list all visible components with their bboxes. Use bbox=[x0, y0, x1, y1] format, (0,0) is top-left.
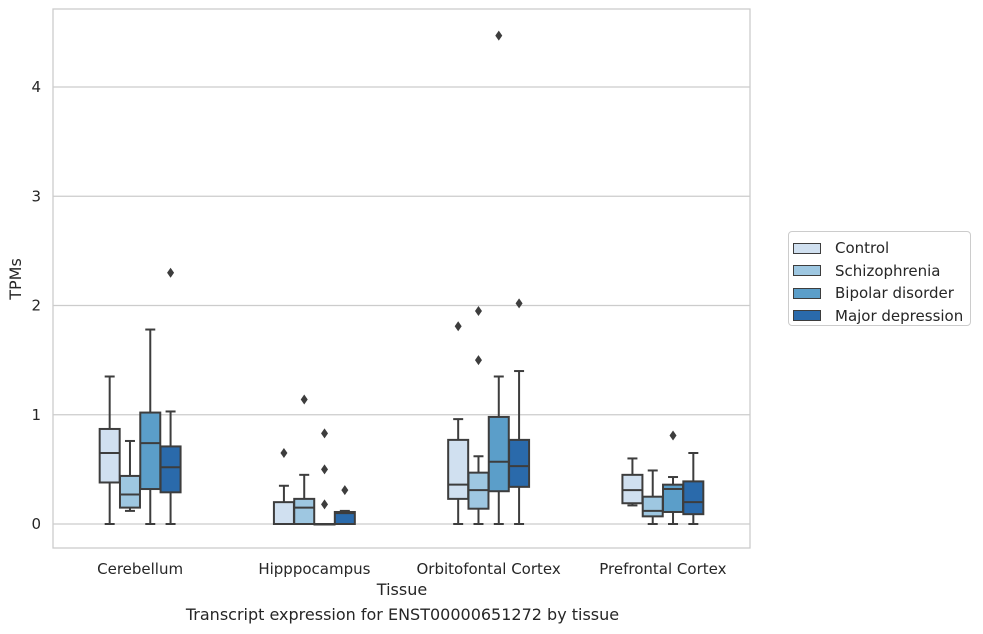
y-tick-label: 3 bbox=[31, 187, 41, 205]
box-major-depression bbox=[508, 298, 531, 525]
legend-label: Major depression bbox=[835, 306, 964, 325]
box-bipolar-disorder bbox=[487, 30, 510, 525]
y-tick-label: 1 bbox=[31, 406, 41, 424]
y-tick-label: 0 bbox=[31, 515, 41, 533]
plot-frame bbox=[52, 8, 751, 549]
box-schizophrenia bbox=[641, 469, 664, 525]
outlier-point bbox=[321, 499, 329, 510]
box-iqr bbox=[447, 438, 470, 500]
box-iqr bbox=[293, 497, 316, 525]
box-iqr bbox=[487, 415, 510, 493]
box-schizophrenia bbox=[467, 305, 490, 525]
box-control bbox=[621, 457, 644, 507]
box-control bbox=[272, 447, 295, 525]
outlier-point bbox=[321, 464, 329, 475]
box-iqr bbox=[118, 474, 141, 509]
legend-label: Control bbox=[835, 239, 890, 258]
legend-swatch bbox=[793, 265, 821, 277]
y-tick-label: 2 bbox=[31, 297, 41, 315]
x-tick-label: Cerebellum bbox=[97, 560, 183, 578]
box-iqr bbox=[508, 438, 531, 488]
outlier-point bbox=[495, 30, 503, 41]
y-axis-title: TPMs bbox=[6, 258, 25, 301]
legend-item: Bipolar disorder bbox=[793, 282, 970, 305]
outlier-point bbox=[300, 394, 308, 405]
grid-lines bbox=[53, 86, 750, 525]
y-axis-ticks: 0 1 2 3 4 bbox=[31, 78, 41, 533]
box-bipolar-disorder bbox=[313, 428, 336, 526]
chart-caption: Transcript expression for ENST0000065127… bbox=[185, 605, 620, 624]
box-schizophrenia bbox=[118, 439, 141, 512]
box-control bbox=[447, 321, 470, 525]
box-iqr bbox=[682, 480, 705, 516]
y-tick-label: 4 bbox=[31, 78, 41, 96]
outlier-point bbox=[341, 485, 349, 496]
box-iqr bbox=[333, 510, 356, 526]
legend-label: Schizophrenia bbox=[835, 261, 941, 280]
box-major-depression bbox=[159, 267, 182, 525]
box-schizophrenia bbox=[293, 394, 316, 525]
box-control bbox=[98, 375, 121, 525]
legend-swatch bbox=[793, 242, 821, 254]
box-iqr bbox=[159, 445, 182, 494]
box-bipolar-disorder bbox=[139, 328, 162, 525]
x-tick-label: Hipppocampus bbox=[258, 560, 370, 578]
legend-item: Schizophrenia bbox=[793, 260, 970, 283]
legend-label: Bipolar disorder bbox=[835, 284, 954, 303]
outlier-point bbox=[454, 321, 462, 332]
outlier-point bbox=[167, 267, 175, 278]
outlier-point bbox=[474, 305, 482, 316]
box-major-depression bbox=[333, 485, 356, 526]
x-axis-title: Tissue bbox=[376, 580, 427, 599]
legend-swatch bbox=[793, 310, 821, 322]
legend-item: Control bbox=[793, 237, 970, 260]
box-iqr bbox=[98, 427, 121, 484]
box-bipolar-disorder bbox=[662, 430, 685, 525]
box-major-depression bbox=[682, 451, 705, 525]
outlier-point bbox=[474, 355, 482, 366]
legend-swatch bbox=[793, 287, 821, 299]
outlier-point bbox=[321, 428, 329, 439]
box-iqr bbox=[272, 501, 295, 525]
x-tick-label: Orbitofontal Cortex bbox=[417, 560, 561, 578]
box-iqr bbox=[139, 411, 162, 491]
box-iqr bbox=[621, 473, 644, 505]
x-axis-ticks: Cerebellum Hipppocampus Orbitofontal Corte… bbox=[97, 560, 726, 578]
boxes bbox=[98, 30, 705, 526]
x-tick-label: Prefrontal Cortex bbox=[599, 560, 726, 578]
outlier-point bbox=[280, 447, 288, 458]
outlier-point bbox=[669, 430, 677, 441]
legend: Control Schizophrenia Bipolar disorder Majo… bbox=[788, 231, 971, 326]
legend-item: Major depression bbox=[793, 305, 970, 328]
outlier-point bbox=[515, 298, 523, 309]
box-iqr bbox=[641, 495, 664, 518]
